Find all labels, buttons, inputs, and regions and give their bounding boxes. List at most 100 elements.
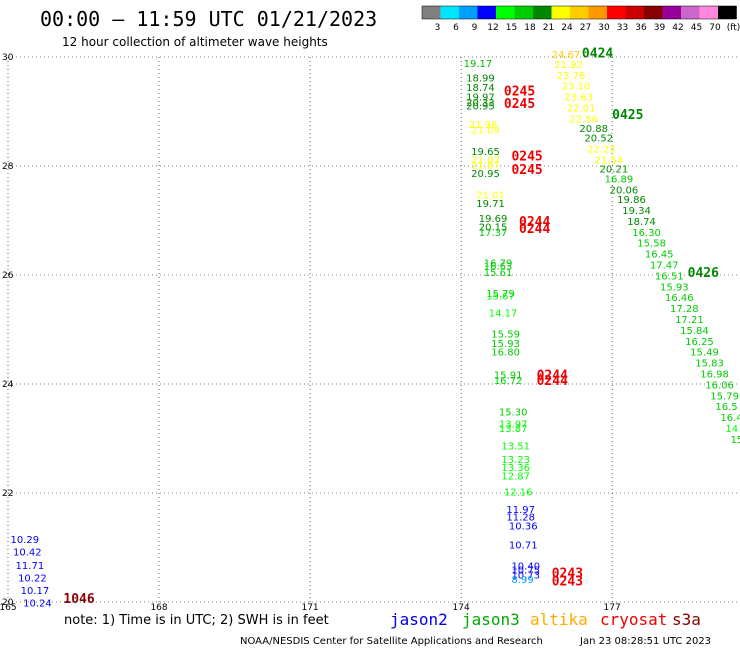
pass-time-label: 1046 (63, 592, 94, 607)
swh-value-label: 16.4 (720, 413, 740, 424)
x-tick-label: 165 (0, 603, 17, 613)
pass-time-label: 0425 (612, 108, 643, 123)
swh-value-label: 19.69 (479, 214, 508, 225)
pass-time-label: 0245 (504, 85, 535, 100)
colorbar-label: 42 (672, 23, 683, 33)
swh-value-label: 19.65 (471, 147, 500, 158)
swh-value-label: 11.71 (16, 561, 45, 572)
x-tick-label: 174 (453, 603, 470, 613)
swh-value-label: 8.99 (511, 575, 533, 586)
y-tick-label: 28 (2, 162, 14, 172)
swh-value-label: 10.17 (21, 586, 50, 597)
swh-value-label: 21.07 (471, 155, 500, 166)
colorbar-swatch (588, 6, 607, 19)
colorbar-swatch (699, 6, 718, 19)
pass-time-label: 0245 (511, 150, 542, 165)
swh-value-label: 16.5 (715, 402, 737, 413)
colorbar-label: 30 (598, 23, 610, 33)
chart-subtitle: 12 hour collection of altimeter wave hei… (62, 35, 328, 49)
footer-credit: NOAA/NESDIS Center for Satellite Applica… (240, 636, 543, 647)
swh-value-label: 14.17 (489, 308, 518, 319)
swh-value-label: 16.30 (632, 228, 661, 239)
swh-value-label: 18.74 (466, 83, 495, 94)
swh-value-label: 23.63 (564, 93, 593, 104)
pass-time-label: 0424 (582, 47, 613, 62)
swh-value-label: 12.16 (504, 488, 533, 499)
swh-value-label: 15.93 (660, 282, 689, 293)
colorbar-label: 21 (543, 23, 554, 33)
colorbar-swatch (662, 6, 681, 19)
swh-value-label: 20.95 (471, 169, 500, 180)
swh-value-label: 16.79 (484, 258, 513, 269)
swh-value-label: 15 (730, 435, 740, 446)
swh-value-label: 15.91 (494, 371, 523, 382)
colorbar-swatch (496, 6, 515, 19)
data-labels: 19.1718.9918.7419.9720.3320.9521.9621.09… (11, 47, 740, 610)
swh-value-label: 17.37 (479, 228, 508, 239)
colorbar-label: 39 (654, 23, 666, 33)
colorbar-swatch (459, 6, 478, 19)
colorbar-label: 9 (472, 23, 478, 33)
swh-value-label: 15.59 (491, 330, 520, 341)
swh-value-label: 10.75 (511, 566, 540, 577)
swh-value-label: 23.10 (562, 82, 591, 93)
plot-background (8, 57, 738, 602)
y-tick-label: 26 (2, 271, 14, 281)
swh-value-label: 21.96 (469, 120, 498, 131)
colorbar-label: 70 (709, 23, 721, 33)
footer-note: note: 1) Time is in UTC; 2) SWH is in fe… (64, 613, 329, 628)
colorbar-swatch (440, 6, 459, 19)
swh-value-label: 18.74 (627, 217, 656, 228)
pass-time-label: 0245 (511, 163, 542, 178)
swh-value-label: 21.54 (595, 155, 624, 166)
swh-value-label: 20.33 (466, 98, 495, 109)
pass-time-label: 0244 (519, 222, 550, 237)
swh-value-label: 10.29 (11, 535, 40, 546)
y-tick-label: 20 (2, 598, 14, 608)
colorbar-swatch (533, 6, 552, 19)
swh-value-label: 15.67 (486, 292, 515, 303)
swh-value-label: 16.72 (494, 376, 523, 387)
swh-value-label: 10.40 (511, 561, 540, 572)
swh-value-label: 20.95 (466, 101, 495, 112)
colorbar-label: 6 (453, 23, 459, 33)
swh-value-label: 16.51 (655, 271, 684, 282)
swh-value-label: 20.52 (584, 133, 613, 144)
swh-value-label: 13.23 (501, 455, 530, 466)
swh-value-label: 13.51 (501, 441, 530, 452)
swh-value-label: 10.24 (23, 598, 52, 609)
swh-value-label: 20.15 (479, 222, 508, 233)
x-tick-label: 168 (150, 603, 167, 613)
swh-value-label: 17.21 (675, 315, 704, 326)
pass-time-label: 0244 (537, 374, 568, 389)
y-tick-label: 22 (2, 489, 13, 499)
swh-value-label: 19.17 (464, 59, 493, 70)
colorbar-swatch (625, 6, 644, 19)
swh-value-label: 12.87 (501, 471, 530, 482)
swh-value-label: 21.87 (471, 161, 500, 172)
mission-legend-entry: jason2 (390, 610, 448, 629)
swh-value-label: 16.25 (685, 337, 714, 348)
swh-value-label: 15.79 (486, 289, 515, 300)
swh-value-label: 10.42 (13, 548, 42, 559)
mission-legend-entry: altika (530, 610, 588, 629)
swh-value-label: 22.56 (569, 114, 598, 125)
colorbar-label: 27 (580, 23, 591, 33)
swh-value-label: 20.06 (610, 185, 639, 196)
mission-legend-entry: cryosat (600, 610, 667, 629)
colorbar-label: (ft) (727, 23, 740, 33)
swh-value-label: 15.49 (690, 348, 719, 359)
colorbar-label: 45 (691, 23, 702, 33)
grid-lines (7, 56, 738, 603)
axis-ticks: 165 168 171 174 177 30 28 26 24 22 20 (0, 53, 621, 613)
swh-value-label: 17.28 (670, 304, 699, 315)
colorbar-swatch (644, 6, 663, 19)
swh-value-label: 10.71 (509, 541, 538, 552)
pass-time-label: 0243 (552, 575, 583, 590)
swh-value-label: 13.36 (501, 463, 530, 474)
swh-value-label: 15.79 (710, 391, 739, 402)
colorbar-legend: 3 6 9 12 15 18 21 24 27 30 33 36 39 42 45 70 (ft) (421, 5, 740, 33)
swh-value-label: 15.83 (695, 359, 724, 370)
swh-value-label: 20.21 (600, 165, 629, 176)
